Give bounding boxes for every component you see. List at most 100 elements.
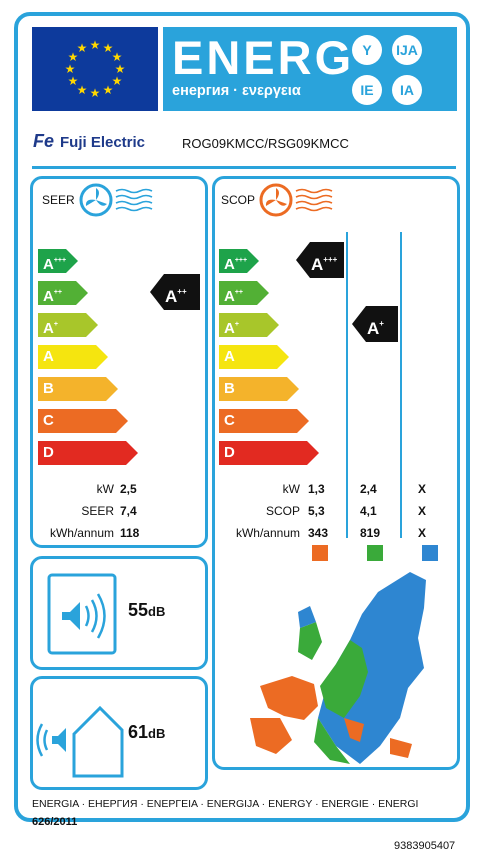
cooling-class-sup: + bbox=[53, 321, 58, 328]
svg-text:★: ★ bbox=[68, 50, 79, 64]
indoor-noise-level: 55dB bbox=[128, 600, 165, 621]
heating-class-letter: D bbox=[224, 444, 235, 461]
heating-class-letter: A bbox=[224, 288, 235, 305]
heat-colder-value: X bbox=[418, 482, 427, 496]
lang-badge: IJA bbox=[392, 35, 422, 65]
energy-languages: ENERGIA · ЕНЕРГИЯ · ΕΝΕΡΓΕΙΑ · ENERGIJA … bbox=[32, 798, 419, 810]
scop-title: SCOP bbox=[221, 193, 256, 207]
svg-text:★: ★ bbox=[112, 50, 123, 64]
eu-stars-icon: ★ ★★ ★★★ ★★★ ★★★ bbox=[65, 38, 126, 100]
cooling-class-bar: C bbox=[38, 409, 128, 433]
db-unit: dB bbox=[148, 604, 166, 619]
svg-text:★: ★ bbox=[90, 86, 101, 100]
cooling-class-letter: A bbox=[43, 288, 54, 305]
cooling-rating-sup: ++ bbox=[177, 287, 187, 296]
cooling-class-letter: B bbox=[43, 380, 54, 397]
heating-class-sup: + bbox=[234, 321, 239, 328]
zone-colder-swatch bbox=[422, 545, 438, 561]
svg-text:★: ★ bbox=[90, 38, 101, 52]
cooling-class-sup: +++ bbox=[53, 257, 67, 264]
europe-climate-map bbox=[250, 572, 426, 764]
heating-class-letter: A bbox=[224, 256, 235, 273]
heat-label: kW bbox=[282, 482, 300, 496]
seer-title: SEER bbox=[42, 193, 75, 207]
heating-class-sup: +++ bbox=[234, 257, 248, 264]
cooling-class-letter: A bbox=[43, 320, 54, 337]
cooling-class-bar: B bbox=[38, 377, 118, 401]
heat-colder-value: X bbox=[418, 526, 427, 540]
heat-label: SCOP bbox=[265, 504, 300, 518]
svg-text:★: ★ bbox=[103, 83, 114, 97]
lang-badge: Y bbox=[352, 35, 382, 65]
heat-warmer-value: 4,1 bbox=[360, 504, 377, 518]
fuji-logo-icon: Fe bbox=[33, 131, 55, 151]
cooling-class-letter: A bbox=[43, 348, 54, 365]
heating-fan-icon bbox=[259, 183, 333, 217]
cooling-class-bar: A bbox=[38, 345, 108, 369]
lang-badge: IA bbox=[392, 75, 422, 105]
cooling-class-bar: A+ bbox=[38, 313, 98, 337]
cooling-fan-icon bbox=[79, 183, 153, 217]
heating-average-sup: +++ bbox=[323, 255, 338, 264]
heating-panel bbox=[212, 176, 460, 770]
indoor-noise-panel bbox=[30, 556, 208, 670]
heating-class-bar: A bbox=[219, 345, 289, 369]
cool-label: kW bbox=[96, 482, 114, 496]
zone-warmer-swatch bbox=[367, 545, 383, 561]
cooling-class-sup: ++ bbox=[53, 289, 63, 296]
heating-warmer-letter: A bbox=[367, 319, 380, 338]
heating-class-bar: B bbox=[219, 377, 299, 401]
svg-text:★: ★ bbox=[68, 74, 79, 88]
label-code: 9383905407 bbox=[394, 840, 456, 852]
indoor-unit-speaker-icon bbox=[47, 573, 117, 655]
heating-class-bar: A+ bbox=[219, 313, 279, 337]
heating-warmer-sup: + bbox=[379, 319, 384, 328]
heating-average-letter: A bbox=[311, 255, 324, 274]
energy-word: ENERG bbox=[172, 31, 355, 84]
energy-subtitle: енергия · ενεργεια bbox=[172, 83, 301, 99]
cooling-class-letter: C bbox=[43, 412, 54, 429]
heat-average-value: 343 bbox=[308, 526, 329, 540]
outdoor-noise-panel bbox=[30, 676, 208, 790]
cooling-class-letter: A bbox=[43, 256, 54, 273]
zone-divider bbox=[400, 232, 402, 538]
heating-class-letter: B bbox=[224, 380, 235, 397]
heat-label: kWh/annum bbox=[235, 526, 300, 540]
svg-text:★: ★ bbox=[77, 41, 88, 55]
brand-name: Fuji Electric bbox=[60, 134, 146, 151]
heating-class-bar: A++ bbox=[219, 281, 269, 305]
svg-text:★: ★ bbox=[65, 62, 76, 76]
svg-text:★: ★ bbox=[77, 83, 88, 97]
cooling-class-bar: A++ bbox=[38, 281, 88, 305]
heating-class-letter: C bbox=[224, 412, 235, 429]
outdoor-noise-level: 61dB bbox=[128, 722, 165, 743]
heating-class-bar: C bbox=[219, 409, 309, 433]
outdoor-db-value: 61 bbox=[128, 722, 149, 742]
cool-value: 118 bbox=[120, 526, 140, 540]
heating-class-letter: A bbox=[224, 348, 235, 365]
svg-text:★: ★ bbox=[103, 41, 114, 55]
model-id: ROG09KMCC/RSG09KMCC bbox=[182, 136, 349, 151]
db-unit: dB bbox=[148, 726, 166, 741]
heating-class-letter: A bbox=[224, 320, 235, 337]
heat-colder-value: X bbox=[418, 504, 427, 518]
cool-value: 7,4 bbox=[120, 504, 137, 518]
cool-label: kWh/annum bbox=[49, 526, 114, 540]
lang-badge: IE bbox=[352, 75, 382, 105]
cool-value: 2,5 bbox=[120, 482, 137, 496]
zone-divider bbox=[346, 232, 348, 538]
heat-average-value: 1,3 bbox=[308, 482, 325, 496]
cooling-class-letter: D bbox=[43, 444, 54, 461]
svg-text:★: ★ bbox=[115, 62, 126, 76]
cooling-rating-letter: A bbox=[165, 287, 178, 306]
eu-flag: ★ ★ ★ ★ ★ ★ ★ ★ ★ ★ ★ ★ bbox=[32, 27, 158, 111]
indoor-db-value: 55 bbox=[128, 600, 149, 620]
heating-class-sup: ++ bbox=[234, 289, 244, 296]
heating-class-bar: D bbox=[219, 441, 319, 465]
cooling-class-bar: D bbox=[38, 441, 138, 465]
cool-label: SEER bbox=[81, 504, 114, 518]
svg-text:★: ★ bbox=[112, 74, 123, 88]
heat-average-value: 5,3 bbox=[308, 504, 325, 518]
label-frame bbox=[14, 12, 470, 822]
heat-warmer-value: 819 bbox=[360, 526, 381, 540]
